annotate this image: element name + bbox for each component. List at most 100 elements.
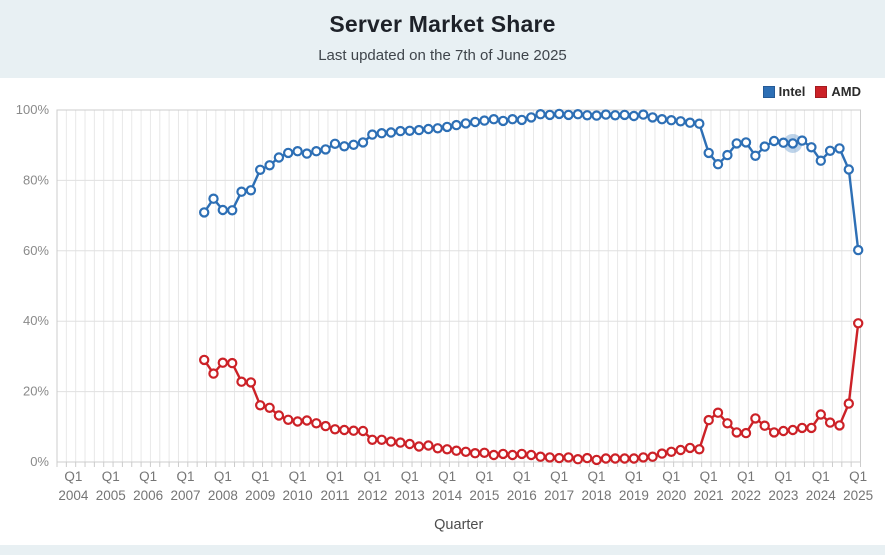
amd-data-point[interactable] (367, 434, 378, 445)
intel-data-point[interactable] (264, 160, 275, 171)
intel-data-point[interactable] (367, 129, 378, 140)
intel-data-point[interactable] (329, 138, 341, 150)
intel-data-point[interactable] (460, 118, 471, 129)
intel-data-point[interactable] (759, 141, 770, 152)
amd-data-point[interactable] (750, 413, 761, 424)
amd-data-point[interactable] (357, 425, 369, 437)
intel-data-point[interactable] (703, 147, 714, 159)
intel-data-point[interactable] (469, 116, 481, 128)
amd-data-point[interactable] (255, 400, 266, 411)
intel-data-point[interactable] (236, 186, 247, 197)
intel-data-point[interactable] (843, 164, 855, 175)
intel-data-point[interactable] (441, 121, 453, 133)
amd-data-point[interactable] (273, 410, 285, 421)
amd-data-point[interactable] (563, 452, 574, 463)
intel-data-point[interactable] (516, 114, 528, 126)
intel-data-point[interactable] (684, 117, 696, 128)
intel-data-point[interactable] (376, 128, 387, 139)
intel-data-point[interactable] (750, 150, 761, 162)
amd-data-point[interactable] (339, 424, 350, 436)
amd-data-point[interactable] (460, 446, 471, 457)
amd-data-point[interactable] (740, 427, 752, 439)
amd-data-point[interactable] (451, 445, 462, 456)
intel-data-point[interactable] (301, 148, 313, 159)
amd-data-point[interactable] (441, 444, 453, 455)
intel-data-point[interactable] (610, 110, 621, 121)
amd-data-point[interactable] (283, 414, 294, 425)
amd-data-point[interactable] (796, 422, 808, 434)
amd-data-point[interactable] (778, 425, 789, 437)
intel-data-point[interactable] (385, 127, 397, 138)
intel-data-point[interactable] (815, 155, 827, 166)
intel-data-point[interactable] (796, 135, 808, 146)
intel-data-point[interactable] (600, 109, 612, 120)
intel-data-point[interactable] (694, 118, 705, 129)
amd-data-point[interactable] (198, 354, 210, 366)
intel-data-point[interactable] (806, 142, 817, 153)
intel-data-point[interactable] (675, 116, 686, 127)
intel-data-point[interactable] (404, 125, 415, 137)
intel-data-point[interactable] (554, 108, 565, 120)
intel-data-point[interactable] (320, 144, 331, 155)
intel-data-point[interactable] (656, 114, 668, 125)
intel-data-point[interactable] (357, 137, 369, 148)
amd-data-point[interactable] (385, 436, 397, 447)
legend-item-intel[interactable]: Intel (762, 84, 805, 99)
intel-data-point[interactable] (544, 109, 556, 121)
intel-data-point[interactable] (712, 158, 724, 170)
amd-data-point[interactable] (722, 418, 733, 429)
intel-data-point[interactable] (853, 244, 864, 256)
intel-data-point[interactable] (245, 185, 257, 196)
intel-data-point[interactable] (488, 114, 499, 125)
intel-data-point[interactable] (479, 115, 490, 126)
amd-data-point[interactable] (591, 454, 602, 466)
intel-data-point[interactable] (647, 112, 658, 123)
intel-data-point[interactable] (413, 124, 425, 136)
intel-data-point[interactable] (423, 123, 434, 135)
amd-data-point[interactable] (423, 440, 434, 451)
amd-data-point[interactable] (712, 407, 724, 418)
amd-data-point[interactable] (572, 454, 584, 465)
amd-data-point[interactable] (638, 452, 649, 463)
legend-item-amd[interactable]: AMD (815, 84, 861, 99)
intel-data-point[interactable] (395, 125, 406, 137)
amd-data-point[interactable] (666, 446, 677, 457)
intel-data-point[interactable] (226, 205, 238, 216)
amd-data-point[interactable] (582, 452, 593, 464)
intel-data-point[interactable] (722, 149, 733, 161)
amd-data-point[interactable] (469, 448, 481, 459)
intel-data-point[interactable] (255, 164, 266, 176)
amd-data-point[interactable] (684, 442, 696, 454)
amd-data-point[interactable] (610, 453, 621, 464)
intel-data-point[interactable] (497, 115, 509, 127)
intel-data-point[interactable] (507, 114, 518, 125)
amd-data-point[interactable] (544, 452, 556, 463)
amd-data-point[interactable] (208, 368, 219, 379)
amd-data-point[interactable] (226, 357, 238, 369)
amd-data-point[interactable] (311, 418, 322, 429)
amd-data-point[interactable] (413, 441, 425, 452)
amd-data-point[interactable] (404, 438, 415, 450)
amd-data-point[interactable] (236, 376, 247, 387)
amd-data-point[interactable] (815, 409, 827, 420)
amd-data-point[interactable] (432, 443, 443, 454)
amd-data-point[interactable] (301, 415, 313, 426)
intel-data-point[interactable] (432, 123, 443, 134)
intel-data-point[interactable] (768, 135, 780, 147)
amd-data-point[interactable] (516, 448, 528, 460)
intel-data-point[interactable] (348, 139, 359, 151)
amd-data-point[interactable] (395, 437, 406, 448)
intel-data-point[interactable] (740, 137, 752, 148)
intel-data-point[interactable] (787, 138, 799, 149)
intel-data-point[interactable] (834, 143, 845, 154)
amd-data-point[interactable] (535, 451, 546, 462)
intel-data-point[interactable] (666, 115, 677, 126)
amd-data-point[interactable] (853, 318, 864, 329)
intel-data-point[interactable] (273, 152, 285, 163)
amd-data-point[interactable] (731, 427, 742, 438)
amd-data-point[interactable] (834, 420, 845, 431)
intel-data-point[interactable] (731, 138, 742, 149)
intel-data-point[interactable] (582, 110, 593, 121)
amd-data-point[interactable] (507, 449, 518, 461)
amd-data-point[interactable] (694, 444, 705, 455)
